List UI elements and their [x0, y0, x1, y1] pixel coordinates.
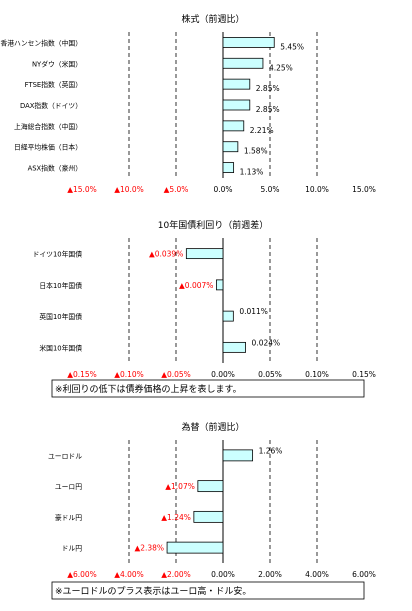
bar	[185, 248, 224, 260]
tick-label: 0.00%	[211, 570, 235, 579]
tick-label: ▲4.00%	[114, 570, 144, 579]
data-label: 5.45%	[280, 42, 304, 51]
data-label: 1.26%	[259, 446, 283, 455]
bar	[216, 279, 224, 291]
data-label: ▲0.007%	[179, 281, 213, 290]
bar	[222, 37, 275, 48]
tick-label: 0.10%	[305, 370, 329, 379]
tick-label: ▲2.00%	[161, 570, 191, 579]
data-label: 1.58%	[244, 147, 268, 156]
bar	[222, 57, 264, 69]
data-label: 0.011%	[239, 307, 268, 316]
chart-1: 株式（前週比） ▲15.0% ▲10.0% ▲5.0% 0.0% 5.0% 10.0% 15.…	[0, 13, 375, 194]
tick-label: 5.0%	[260, 185, 279, 194]
note-box	[51, 581, 365, 600]
category-label: 香港ハンセン指数（中国）	[0, 38, 82, 47]
bar	[222, 120, 245, 132]
tick-label: 0.0%	[213, 185, 232, 194]
tick-label: ▲0.05%	[161, 370, 191, 379]
note-text: ※ユーロドルのプラス表示はユーロ高・ドル安。	[55, 585, 251, 597]
data-label: 2.21%	[250, 126, 274, 135]
chart-2: 10年国債利回り（前週差） ▲0.15% ▲0.10% ▲0.05% 0.00% 0.05…	[33, 219, 376, 398]
bar	[222, 99, 251, 111]
note-box	[51, 379, 365, 398]
tick-label: 6.00%	[352, 570, 376, 579]
chart-3: 為替（前週比） ▲6.00% ▲4.00% ▲2.00% 0.00% 2.00% 4.00%…	[48, 421, 376, 600]
category-label: 米国10年国債	[39, 343, 82, 352]
data-label: ▲1.24%	[161, 513, 191, 522]
category-label: ユーロドル	[48, 452, 82, 460]
category-label: NYダウ（米国）	[32, 59, 82, 68]
tick-label: 0.00%	[211, 370, 235, 379]
tick-label: ▲0.15%	[67, 370, 97, 379]
bar	[222, 141, 239, 153]
category-label: ASX指数（豪州）	[28, 164, 82, 173]
category-label: ドイツ10年国債	[33, 250, 83, 259]
tick-label: 2.00%	[258, 570, 282, 579]
data-label: 1.13%	[240, 168, 264, 177]
data-label: 0.024%	[252, 338, 281, 347]
tick-label: ▲0.10%	[114, 370, 144, 379]
data-label: ▲0.039%	[149, 250, 183, 259]
data-label: 4.25%	[269, 63, 293, 72]
tick-label: ▲6.00%	[67, 570, 97, 579]
tick-label: 10.0%	[305, 185, 329, 194]
bar	[193, 510, 224, 523]
tick-label: 0.05%	[258, 370, 282, 379]
bar	[166, 541, 224, 554]
note-text: ※利回りの低下は債券価格の上昇を表します。	[55, 383, 242, 395]
chart-title: 10年国債利回り（前週差）	[158, 219, 268, 231]
tick-label: 0.15%	[352, 370, 376, 379]
category-label: 英国10年国債	[39, 312, 82, 321]
chart-title: 株式（前週比）	[181, 13, 244, 25]
data-label: 2.85%	[256, 84, 280, 93]
data-label: ▲1.07%	[165, 482, 195, 491]
bar	[222, 449, 254, 462]
bar	[222, 78, 251, 90]
category-label: ドル円	[62, 545, 83, 553]
tick-label: ▲15.0%	[67, 185, 97, 194]
bar	[222, 341, 246, 353]
data-label: 2.85%	[256, 105, 280, 114]
category-label: 日本10年国債	[39, 281, 82, 290]
category-label: DAX指数（ドイツ）	[20, 101, 82, 110]
bar	[222, 162, 235, 173]
category-label: 日経平均株価（日本）	[14, 143, 82, 152]
tick-label: ▲10.0%	[114, 185, 144, 194]
chart-title: 為替（前週比）	[181, 421, 244, 433]
tick-label: 4.00%	[305, 570, 329, 579]
category-label: 上海総合指数（中国）	[14, 122, 82, 131]
category-label: FTSE指数（英国）	[25, 80, 82, 89]
tick-label: 15.0%	[352, 185, 376, 194]
category-label: ユーロ円	[55, 483, 82, 491]
bar	[197, 480, 224, 493]
tick-label: ▲5.0%	[164, 185, 189, 194]
data-label: ▲2.38%	[134, 544, 164, 553]
category-label: 豪ドル円	[55, 513, 82, 522]
bar	[222, 310, 234, 322]
